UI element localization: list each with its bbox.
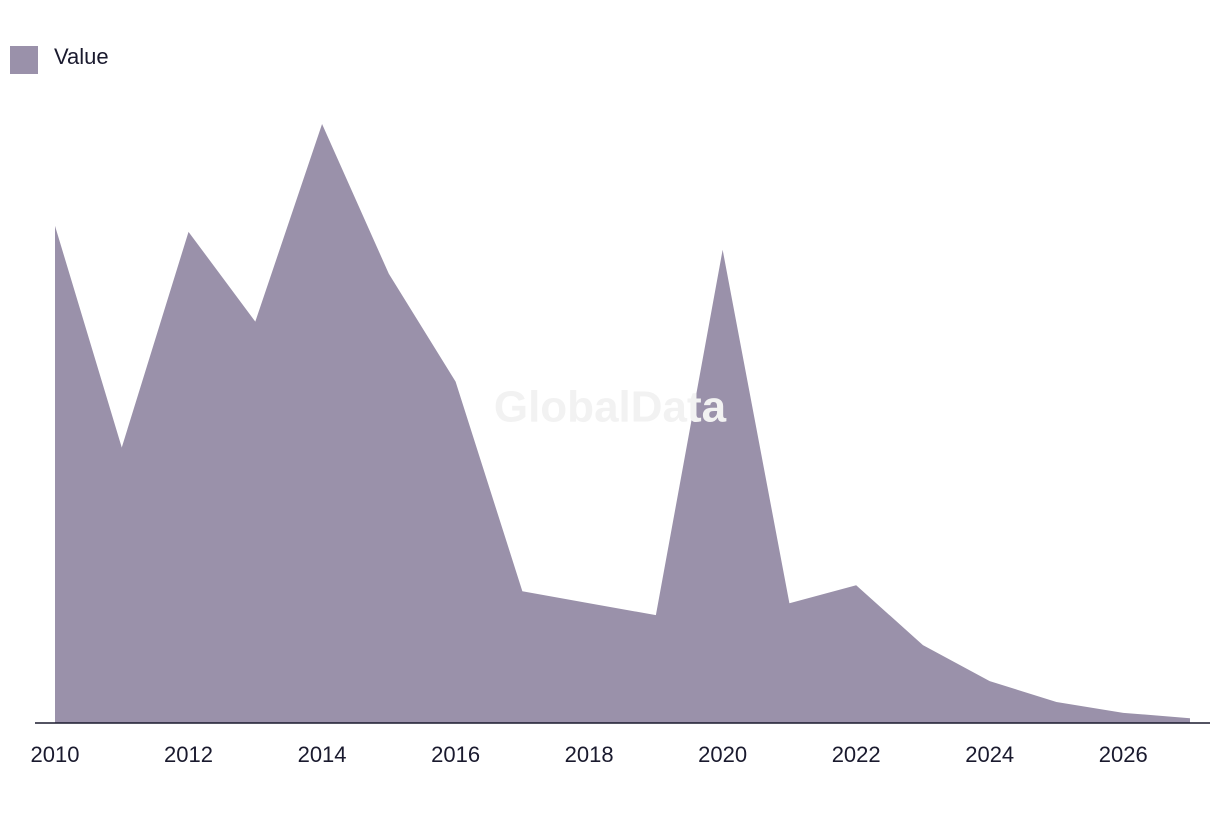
watermark: GlobalData bbox=[494, 383, 727, 432]
x-tick-label: 2020 bbox=[698, 742, 747, 767]
legend-label: Value bbox=[54, 44, 109, 69]
x-tick-label: 2026 bbox=[1099, 742, 1148, 767]
area bbox=[55, 124, 1190, 723]
x-tick-label: 2016 bbox=[431, 742, 480, 767]
x-tick-label: 2012 bbox=[164, 742, 213, 767]
legend-swatch bbox=[10, 46, 38, 74]
x-tick-label: 2022 bbox=[832, 742, 881, 767]
x-tick-label: 2010 bbox=[31, 742, 80, 767]
x-tick-label: 2024 bbox=[965, 742, 1014, 767]
x-tick-label: 2018 bbox=[565, 742, 614, 767]
x-tick-label: 2014 bbox=[298, 742, 347, 767]
